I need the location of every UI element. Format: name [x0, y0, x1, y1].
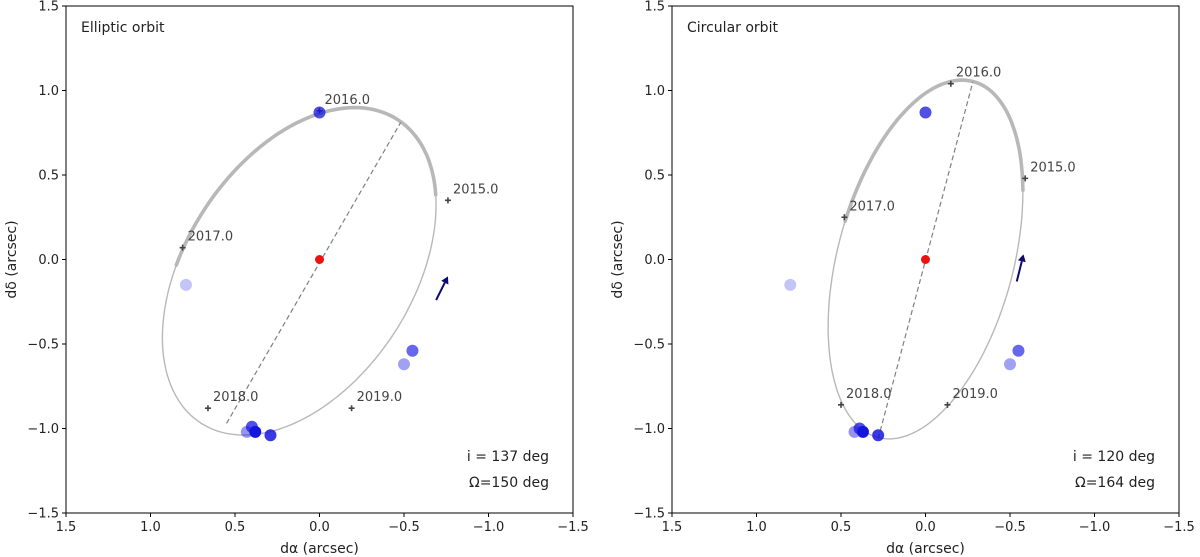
epoch-label: 2019.0 [952, 387, 998, 402]
y-tick-label: 0.5 [644, 169, 665, 184]
epoch-label: 2018.0 [846, 387, 892, 402]
x-tick-label: −0.5 [994, 520, 1026, 535]
y-tick-label: −0.5 [27, 338, 59, 353]
motion-arrow-head [1017, 254, 1026, 263]
y-tick-label: 0.5 [38, 169, 59, 184]
x-axis-label: dα (arcsec) [886, 541, 965, 557]
epoch-label: 2019.0 [357, 390, 403, 405]
x-tick-label: −0.5 [388, 520, 420, 535]
elliptic-orbit-panel: 1.5 1.5 1.0 1.0 0.5 0.5 0.0 0.0 −0.5 −0.5 −1.0 −1.0… [4, 0, 589, 557]
central-star [315, 255, 324, 264]
x-tick-label: −1.5 [557, 520, 589, 535]
epoch-label: 2015.0 [453, 182, 499, 197]
x-tick-label: −1.0 [473, 520, 505, 535]
motion-arrow-head [441, 276, 449, 285]
node-angle-label: Ω=150 deg [469, 475, 549, 491]
epoch-marker [841, 214, 848, 221]
central-star [921, 255, 930, 264]
y-tick-label: −1.0 [27, 422, 59, 437]
observation-point [313, 106, 326, 119]
x-axis-label: dα (arcsec) [280, 541, 359, 557]
node-angle-label: Ω=164 deg [1075, 475, 1155, 491]
x-tick-label: 1.5 [662, 520, 683, 535]
epoch-label: 2015.0 [1030, 160, 1076, 175]
observation-point [398, 358, 410, 371]
epoch-marker [944, 401, 951, 408]
x-tick-label: −1.5 [1163, 520, 1195, 535]
epoch-marker [348, 405, 355, 412]
y-tick-label: −0.5 [633, 338, 665, 353]
observation-point [249, 425, 262, 438]
panel-title: Elliptic orbit [81, 20, 165, 36]
inclination-label: i = 120 deg [1073, 449, 1155, 465]
x-tick-label: 1.0 [140, 520, 161, 535]
line-of-nodes [226, 122, 402, 424]
y-tick-label: 1.5 [644, 0, 665, 15]
x-tick-label: 1.0 [746, 520, 767, 535]
y-tick-label: 0.0 [644, 253, 665, 268]
y-tick-label: 1.5 [38, 0, 59, 15]
orbit-path [161, 106, 437, 436]
epoch-marker [947, 80, 954, 87]
epoch-marker [204, 405, 211, 412]
observation-point [872, 429, 885, 442]
x-tick-label: 1.5 [56, 520, 77, 535]
epoch-label: 2017.0 [849, 199, 895, 214]
y-tick-label: −1.0 [633, 422, 665, 437]
x-tick-label: 0.5 [831, 520, 852, 535]
circular-orbit-panel: 1.5 1.5 1.0 1.0 0.5 0.5 0.0 0.0 −0.5 −0.5 −1.0 −1.0… [610, 0, 1195, 557]
y-tick-label: 0.0 [38, 253, 59, 268]
x-tick-label: 0.0 [915, 520, 936, 535]
y-axis-label: dδ (arcsec) [4, 220, 20, 298]
inclination-label: i = 137 deg [467, 449, 549, 465]
y-tick-label: 1.0 [38, 84, 59, 99]
observation-point [1004, 358, 1016, 371]
y-axis-label: dδ (arcsec) [610, 220, 626, 298]
y-tick-label: −1.5 [27, 507, 59, 522]
epoch-marker [838, 401, 844, 408]
observation-point [264, 429, 277, 442]
epoch-label: 2016.0 [325, 93, 371, 108]
orbit-thick-arc [843, 78, 1025, 224]
epoch-marker [1022, 175, 1029, 182]
observation-point [406, 344, 419, 357]
epoch-label: 2017.0 [188, 230, 234, 245]
observation-point [784, 278, 797, 291]
observation-point [179, 278, 192, 291]
y-tick-label: 1.0 [644, 84, 665, 99]
epoch-label: 2018.0 [213, 390, 259, 405]
motion-arrow-shaft [435, 282, 446, 301]
epoch-marker [444, 197, 451, 204]
observation-point [919, 106, 932, 119]
epoch-label: 2016.0 [956, 66, 1002, 81]
x-tick-label: 0.5 [225, 520, 246, 535]
x-tick-label: 0.0 [309, 520, 330, 535]
motion-arrow-shaft [1015, 260, 1023, 282]
y-tick-label: −1.5 [633, 507, 665, 522]
observation-point [856, 425, 869, 438]
panel-title: Circular orbit [687, 20, 778, 36]
epoch-marker [179, 244, 186, 251]
observation-point [1012, 344, 1025, 357]
x-tick-label: −1.0 [1079, 520, 1111, 535]
